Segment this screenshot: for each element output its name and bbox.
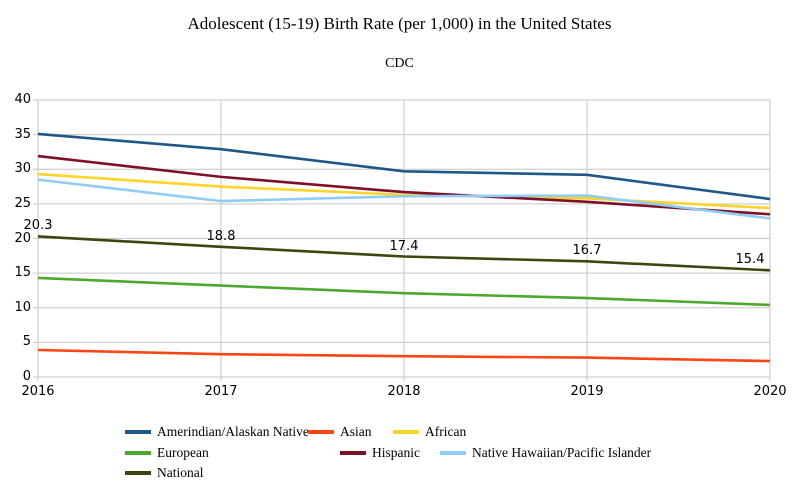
x-tick-label: 2017 — [204, 384, 238, 399]
x-tick-label: 2018 — [387, 384, 421, 399]
x-tick-label: 2019 — [570, 384, 604, 399]
x-tick-label: 2020 — [753, 384, 787, 399]
data-label-national: 20.3 — [23, 218, 53, 234]
y-tick-label: 5 — [22, 334, 31, 350]
y-tick-label: 40 — [14, 92, 31, 107]
series-line-european — [37, 276, 771, 307]
series-line-african — [37, 172, 771, 210]
chart-subtitle: CDC — [385, 56, 414, 71]
y-tick-label: 0 — [22, 369, 31, 384]
x-tick-label: 2016 — [21, 384, 55, 399]
series-line-amerindian-alaskan-native — [37, 132, 771, 201]
data-label-national: 18.8 — [206, 228, 236, 244]
data-label-national: 17.4 — [389, 238, 419, 254]
y-tick-label: 35 — [14, 126, 31, 142]
y-tick-label: 15 — [14, 265, 31, 281]
series-line-hispanic — [37, 154, 771, 216]
data-label-national: 16.7 — [572, 243, 602, 259]
series-line-native-hawaiian-pacific-islander — [37, 178, 771, 220]
y-tick-label: 25 — [14, 195, 31, 211]
series-line-national — [37, 235, 771, 272]
series-line-asian — [37, 348, 771, 363]
y-tick-label: 20 — [14, 230, 31, 246]
y-tick-label: 30 — [14, 161, 31, 177]
y-tick-label: 10 — [14, 299, 31, 315]
data-label-national: 15.4 — [735, 252, 765, 268]
chart-title: Adolescent (15-19) Birth Rate (per 1,000… — [187, 14, 612, 33]
